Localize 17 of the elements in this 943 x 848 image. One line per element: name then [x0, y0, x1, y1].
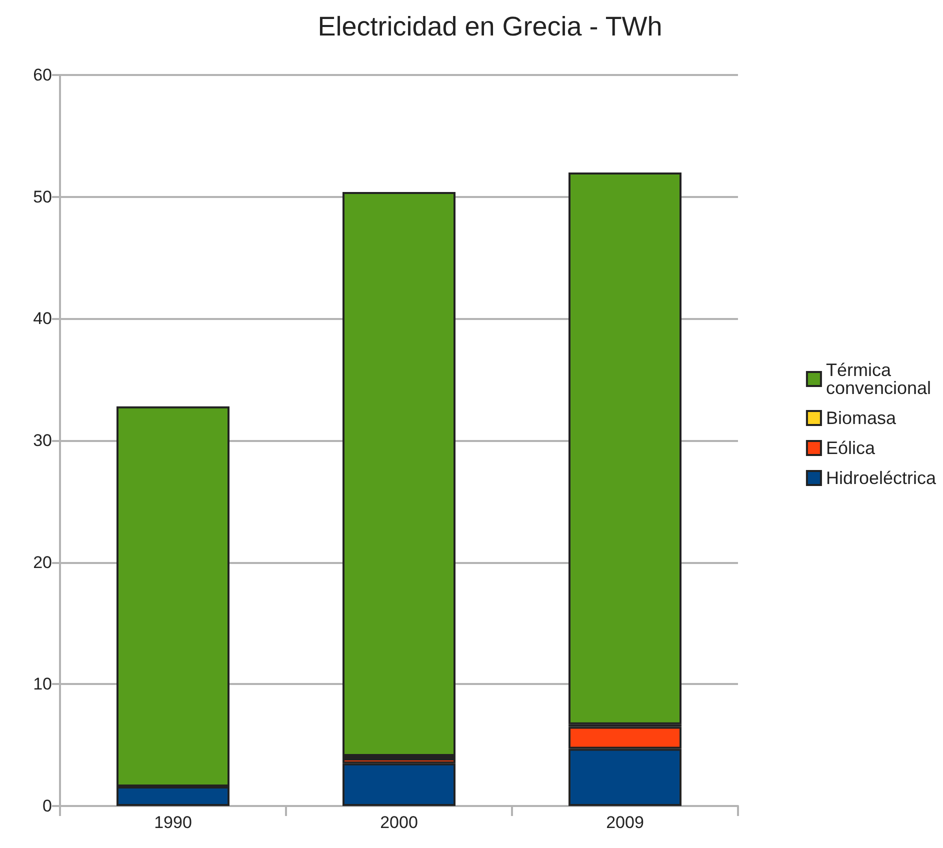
y-tick-label: 40 [33, 309, 52, 328]
bar [342, 192, 456, 756]
y-tick-label: 60 [33, 66, 52, 84]
x-tick-label: 1990 [154, 813, 192, 832]
legend-label: Biomasa [826, 408, 897, 428]
y-tick-label: 20 [33, 552, 52, 572]
y-tick-label: 30 [33, 431, 52, 450]
legend-label: Térmica convencional [826, 360, 932, 398]
y-tick-label: 0 [42, 796, 52, 816]
legend-label: Eólica [826, 438, 876, 458]
bar [568, 172, 682, 724]
legend-label: Hidroeléctrica [826, 468, 937, 488]
x-tick-label: 2000 [380, 813, 418, 832]
chart-title: Electricidad en Grecia - TWh [318, 12, 662, 42]
y-tick-label: 50 [33, 187, 52, 206]
y-tick-label: 10 [33, 674, 52, 694]
x-tick-label: 2009 [606, 813, 644, 832]
